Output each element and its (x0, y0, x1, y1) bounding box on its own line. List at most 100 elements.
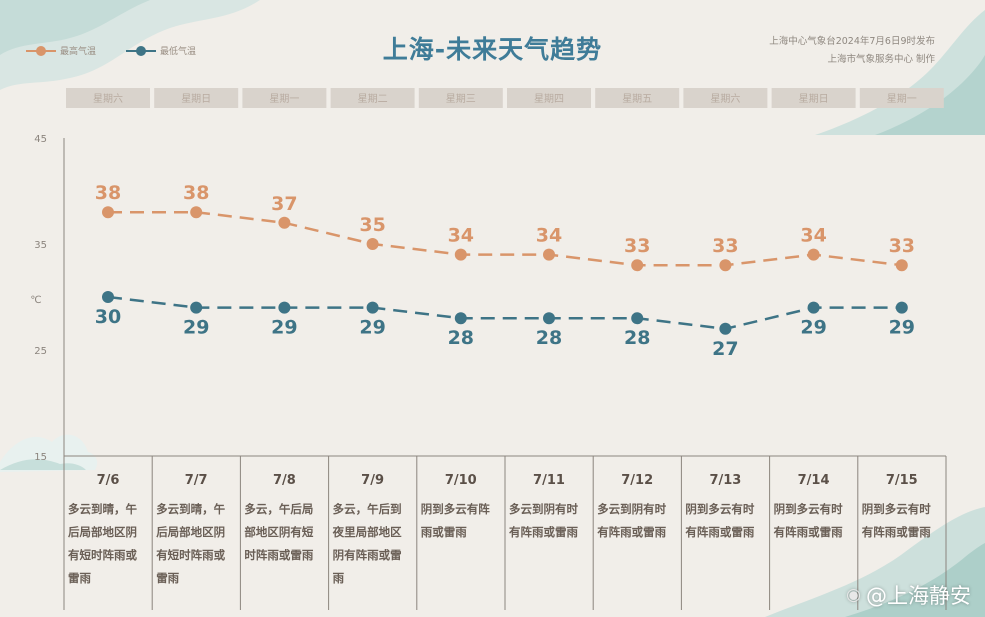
weather-description: 阴到多云有时有阵雨或雷雨 (861, 502, 931, 539)
weekday-label: 星期日 (799, 93, 829, 105)
high-temp-point (807, 248, 820, 261)
low-temp-line (107, 295, 902, 331)
y-axis-unit: ℃ (30, 295, 41, 306)
legend-low-label: 最低气温 (160, 47, 197, 57)
weekday-box (242, 88, 327, 108)
source-note: 上海中心气象台2024年7月6日9时发布 上海市气象服务中心 制作 (769, 33, 935, 69)
weather-description: 多云到阴有时有阵雨或雷雨 (597, 502, 667, 539)
low-temp-label: 27 (712, 338, 738, 360)
legend-low-marker (126, 45, 156, 56)
weather-description: 阴到多云有时有阵雨或雷雨 (685, 502, 755, 539)
weekday-box (154, 88, 239, 108)
low-temp-point (895, 301, 908, 314)
weekday-label: 星期五 (622, 93, 652, 105)
legend-high-label: 最高气温 (60, 47, 97, 57)
weather-description: 多云，午后到夜里局部地区阴有阵雨或雷雨 (332, 502, 402, 585)
weather-description: 多云到晴，午后局部地区阴有短时阵雨或雷雨 (156, 502, 226, 585)
high-temp-label: 34 (448, 225, 474, 247)
high-temp-point (278, 216, 291, 229)
weekday-box (330, 88, 415, 108)
high-temp-point (543, 248, 555, 261)
weekday-label: 星期四 (534, 93, 564, 105)
low-temp-point (278, 301, 291, 314)
low-temp-label: 29 (359, 317, 385, 339)
watermark-text: @上海静安 (866, 584, 971, 608)
weather-description: 多云到晴，午后局部地区阴有短时阵雨或雷雨 (68, 502, 137, 585)
weekday-box (595, 88, 680, 108)
high-temp-label: 33 (889, 235, 915, 257)
low-temp-label: 29 (889, 317, 915, 339)
y-tick-label: 15 (34, 452, 47, 463)
high-temp-point (895, 259, 908, 272)
date-label: 7/10 (445, 473, 477, 488)
weekday-box (66, 88, 150, 108)
low-temp-point (543, 312, 555, 325)
y-tick-label: 25 (34, 346, 47, 357)
date-label: 7/6 (97, 473, 120, 488)
legend-item-high: 最高气温 (26, 44, 96, 57)
date-label: 7/11 (533, 473, 565, 488)
date-label: 7/15 (886, 473, 918, 488)
decorative-wave-bottom-right (765, 507, 985, 617)
watermark: ◉ @上海静安 (846, 580, 971, 610)
y-tick-label: 45 (34, 134, 47, 145)
weekday-label: 星期六 (93, 93, 123, 105)
high-temp-point (631, 259, 644, 272)
high-temp-label: 38 (183, 182, 209, 204)
weekday-label: 星期二 (358, 93, 388, 105)
date-label: 7/9 (361, 473, 384, 488)
decorative-cloud-top-left (0, 0, 260, 90)
y-tick-label: 35 (34, 240, 47, 251)
high-temp-line (108, 210, 902, 267)
low-temp-label: 29 (800, 317, 826, 339)
date-label: 7/14 (798, 473, 830, 488)
high-temp-point (190, 206, 203, 219)
weekday-box (683, 88, 768, 108)
weibo-icon: ◉ (846, 585, 861, 605)
high-temp-point (454, 248, 467, 261)
low-temp-point (366, 301, 379, 314)
weekday-label: 星期一 (887, 93, 917, 105)
low-temp-point (454, 312, 467, 325)
legend-item-low: 最低气温 (126, 44, 196, 57)
low-temp-point (631, 312, 644, 325)
low-temp-label: 28 (624, 327, 650, 349)
weekday-box (859, 88, 944, 108)
weekday-box (418, 88, 503, 108)
weekday-label: 星期一 (269, 93, 299, 105)
high-temp-label: 33 (712, 235, 738, 257)
legend-high-marker (26, 45, 56, 56)
high-temp-point (719, 259, 732, 272)
date-label: 7/13 (709, 473, 741, 488)
chart-title: 上海-未来天气趋势 (382, 35, 603, 64)
source-line-1: 上海中心气象台2024年7月6日9时发布 (769, 36, 935, 47)
high-temp-label: 33 (624, 235, 650, 257)
weekday-label: 星期六 (710, 93, 740, 105)
high-temp-label: 35 (359, 214, 385, 236)
source-line-2: 上海市气象服务中心 制作 (827, 54, 935, 65)
date-label: 7/8 (273, 473, 296, 488)
weekday-label: 星期三 (446, 93, 476, 105)
high-temp-label: 38 (95, 182, 121, 204)
high-temp-label: 34 (536, 225, 562, 247)
low-temp-point (719, 322, 732, 335)
weather-description: 多云到阴有时有阵雨或雷雨 (509, 502, 578, 539)
low-temp-label: 28 (448, 327, 474, 349)
low-temp-point (102, 291, 114, 303)
high-temp-point (102, 206, 114, 219)
high-temp-label: 34 (800, 225, 826, 247)
weather-description: 阴到多云有时有阵雨或雷雨 (773, 502, 843, 539)
low-temp-point (190, 301, 203, 314)
high-temp-label: 37 (271, 193, 297, 215)
low-temp-label: 29 (183, 317, 209, 339)
low-temp-label: 29 (271, 317, 297, 339)
weather-description: 阴到多云有阵雨或雷雨 (420, 502, 490, 539)
date-label: 7/7 (185, 473, 208, 488)
weekday-box (771, 88, 856, 108)
low-temp-label: 30 (95, 306, 121, 328)
weekday-box (507, 88, 591, 108)
high-temp-point (366, 238, 379, 250)
low-temp-point (807, 301, 820, 314)
low-temp-label: 28 (536, 327, 562, 349)
